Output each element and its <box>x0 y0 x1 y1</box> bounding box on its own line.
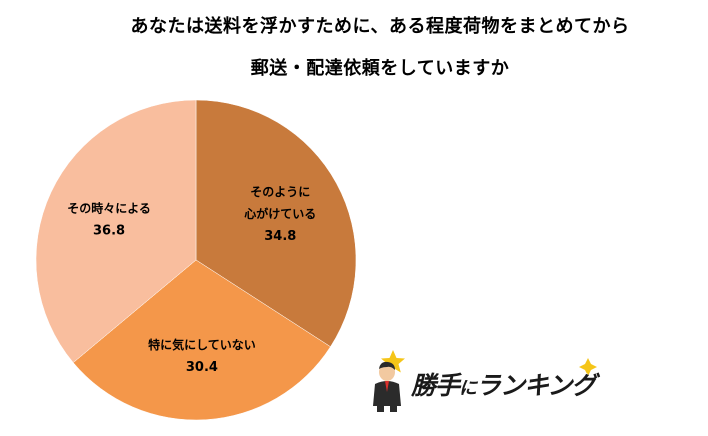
chart-title-line-1: あなたは送料を浮かすために、ある程度荷物をまとめてから <box>130 16 630 37</box>
pie-label-category: その時々による <box>67 200 151 215</box>
pie-label-value: 34.8 <box>264 229 296 244</box>
logo-wordmark: 勝手にランキング <box>411 366 596 402</box>
logo-graphic <box>373 350 597 412</box>
chart-title-line-2: 郵送・配達依頼をしていますか <box>250 58 510 79</box>
pie-label-group-2: その時々による 36.8 <box>67 200 151 238</box>
pie-slices <box>35 99 357 421</box>
logo-text-end: ランキング <box>476 371 596 400</box>
site-logo: 勝手にランキング <box>363 350 598 412</box>
pie-label-category: そのように <box>250 185 310 199</box>
logo-text-main: 勝手 <box>411 371 460 400</box>
pie-label-category: 特に気にしていない <box>148 337 256 352</box>
pie-slice-1 <box>72 259 331 421</box>
pie-slice-0 <box>195 99 357 348</box>
logo-text-small: に <box>459 378 477 399</box>
pie-label-value: 36.8 <box>93 223 125 238</box>
sparkle-icon <box>579 358 597 376</box>
pie-slice-2 <box>35 99 197 363</box>
pie-label-group-1: 特に気にしていない 30.4 <box>148 337 256 375</box>
pie-label-value: 30.4 <box>186 360 218 375</box>
pie-label-category: 心がけている <box>244 206 316 221</box>
businessman-icon <box>373 361 401 412</box>
